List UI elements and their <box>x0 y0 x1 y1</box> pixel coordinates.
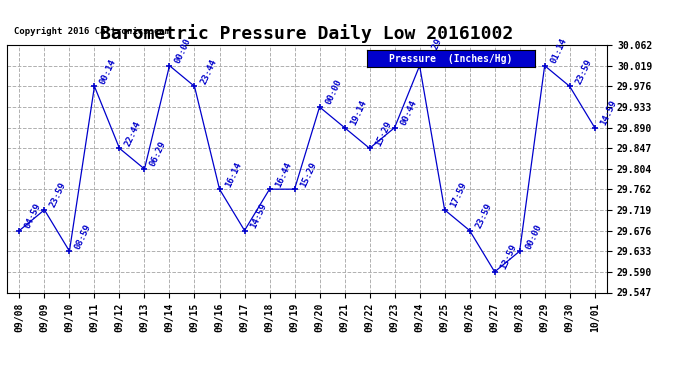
Text: 22:44: 22:44 <box>124 119 143 147</box>
Text: 23:59: 23:59 <box>474 202 493 230</box>
Text: 23:59: 23:59 <box>48 181 68 209</box>
Text: 06:29: 06:29 <box>148 140 168 168</box>
Text: 23:59: 23:59 <box>574 57 593 86</box>
Text: 00:00: 00:00 <box>324 78 343 106</box>
Text: 15:29: 15:29 <box>374 119 393 147</box>
Text: Copyright 2016 Cartronics.com: Copyright 2016 Cartronics.com <box>14 27 170 36</box>
Text: 16:14: 16:14 <box>224 160 243 188</box>
Text: 18:29: 18:29 <box>424 37 443 65</box>
Text: 19:14: 19:14 <box>348 99 368 127</box>
Text: 14:59: 14:59 <box>248 202 268 230</box>
Text: 00:00: 00:00 <box>524 222 543 251</box>
Text: 00:14: 00:14 <box>99 57 118 86</box>
Title: Barometric Pressure Daily Low 20161002: Barometric Pressure Daily Low 20161002 <box>101 24 513 44</box>
Text: 00:44: 00:44 <box>399 99 418 127</box>
Text: 08:59: 08:59 <box>74 222 93 251</box>
Text: 17:59: 17:59 <box>448 181 469 209</box>
Text: 16:44: 16:44 <box>274 160 293 188</box>
Text: 01:14: 01:14 <box>549 37 569 65</box>
Text: 15:29: 15:29 <box>299 160 318 188</box>
Text: 23:44: 23:44 <box>199 57 218 86</box>
Text: 04:59: 04:59 <box>23 202 43 230</box>
Text: 13:59: 13:59 <box>499 243 518 271</box>
Text: 00:00: 00:00 <box>174 37 193 65</box>
Text: 14:59: 14:59 <box>599 99 618 127</box>
